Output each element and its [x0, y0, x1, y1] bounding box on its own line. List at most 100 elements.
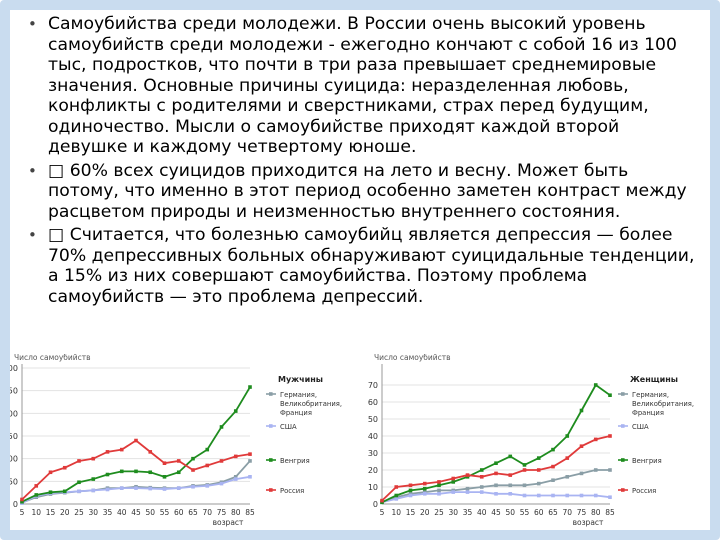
data-point-usa — [437, 492, 441, 496]
data-point-russia — [608, 434, 612, 438]
legend-marker-germany — [621, 392, 625, 396]
data-point-russia — [451, 476, 456, 481]
data-point-hungary — [536, 456, 541, 460]
bullet-dot: • — [28, 15, 37, 33]
data-point-usa — [394, 497, 399, 501]
legend-label: Великобритания, — [280, 400, 342, 408]
data-point-usa — [119, 486, 124, 490]
data-point-russia — [148, 450, 153, 454]
y-tick-label: 250 — [3, 387, 18, 396]
legend-label: Франция — [632, 409, 664, 417]
legend-label: Россия — [632, 487, 656, 495]
data-point-germany — [479, 485, 484, 489]
data-point-hungary — [77, 480, 81, 485]
data-point-russia — [522, 468, 527, 472]
data-point-germany — [437, 488, 441, 493]
data-point-hungary — [162, 475, 167, 479]
data-point-russia — [219, 459, 224, 463]
data-point-usa — [105, 487, 110, 492]
data-point-russia — [380, 498, 384, 503]
bullet-text: □ 60% всех суицидов приходится на лето и… — [48, 160, 687, 222]
x-tick-label: 50 — [505, 508, 515, 517]
data-point-hungary — [479, 468, 484, 472]
x-tick-label: 35 — [463, 508, 473, 517]
x-tick-label: 65 — [548, 508, 558, 517]
x-tick-label: 15 — [46, 508, 56, 517]
data-point-hungary — [205, 447, 210, 452]
data-point-russia — [48, 470, 53, 475]
data-point-russia — [105, 450, 110, 454]
data-point-germany — [248, 459, 252, 463]
legend-marker-hungary — [621, 458, 625, 462]
data-point-hungary — [233, 409, 238, 413]
data-point-usa — [579, 493, 584, 498]
y-tick-label: 0 — [373, 500, 378, 509]
data-point-usa — [148, 486, 153, 491]
series-line-russia — [381, 435, 611, 502]
data-point-germany — [593, 468, 598, 472]
legend-marker-germany — [269, 392, 273, 396]
data-point-usa — [91, 488, 96, 493]
legend-label: Германия, — [632, 391, 669, 399]
x-tick-label: 5 — [20, 508, 25, 517]
series-line-usa — [21, 475, 251, 504]
chart-men: Число самоубийств 0 50 100 150 200 250 300 5 10 15… — [0, 353, 356, 540]
y-tick-label: 30 — [368, 449, 378, 458]
legend-label: США — [632, 423, 649, 431]
x-tick-label: 10 — [31, 508, 41, 517]
data-point-usa — [205, 484, 210, 488]
data-point-hungary — [34, 493, 39, 497]
x-tick-label: 35 — [103, 508, 113, 517]
y-axis-label: Число самоубийств — [374, 354, 451, 362]
x-tick-label: 70 — [202, 508, 212, 517]
data-point-germany — [494, 483, 498, 488]
data-point-germany — [233, 475, 238, 479]
data-point-usa — [176, 486, 181, 490]
data-point-russia — [593, 437, 598, 442]
data-point-russia — [508, 473, 513, 477]
data-point-hungary — [91, 477, 96, 481]
x-tick-label: 65 — [188, 508, 198, 517]
x-tick-label: 80 — [591, 508, 601, 517]
chart-women-svg: Число самоубийств 0 10 20 30 40 50 60 70 5 10 15 20 2… — [368, 353, 694, 527]
x-tick-label: 60 — [534, 508, 544, 517]
data-point-hungary — [408, 488, 413, 493]
data-point-hungary — [105, 472, 110, 477]
legend-label: Великобритания, — [632, 400, 694, 408]
data-point-usa — [551, 493, 555, 498]
chart-women: Число самоубийств 0 10 20 30 40 50 60 70 5 10 15 20 2… — [360, 353, 720, 540]
x-tick-label: 75 — [217, 508, 227, 517]
data-point-usa — [608, 495, 612, 499]
x-tick-label: 15 — [406, 508, 416, 517]
data-point-russia — [408, 483, 413, 488]
x-tick-label: 10 — [391, 508, 401, 517]
x-tick-label: 30 — [88, 508, 98, 517]
data-point-usa — [219, 481, 224, 486]
data-point-hungary — [608, 393, 612, 397]
y-tick-label: 100 — [3, 455, 18, 464]
data-point-russia — [77, 459, 81, 463]
data-point-germany — [565, 475, 570, 479]
y-tick-label: 300 — [3, 364, 18, 373]
data-point-hungary — [551, 447, 555, 452]
bullet-dot: • — [28, 226, 37, 244]
panel-title: Женщины — [630, 375, 678, 384]
data-point-usa — [522, 493, 527, 498]
legend-label: Франция — [280, 409, 312, 417]
x-tick-label: 45 — [491, 508, 501, 517]
x-axis-label: возраст — [573, 518, 604, 527]
data-point-germany — [551, 478, 555, 482]
legend-marker-russia — [269, 488, 273, 492]
data-point-hungary — [219, 425, 224, 429]
x-tick-label: 85 — [605, 508, 615, 517]
data-point-russia — [551, 464, 555, 469]
data-point-russia — [34, 484, 39, 488]
y-tick-label: 40 — [368, 432, 378, 441]
data-point-hungary — [579, 408, 584, 413]
data-point-hungary — [148, 470, 153, 475]
data-point-russia — [565, 456, 570, 460]
data-point-usa — [422, 492, 427, 496]
bullet-list: • Самоубийства среди молодежи. В России о… — [28, 14, 698, 310]
y-tick-label: 200 — [3, 409, 18, 418]
data-point-germany — [508, 483, 513, 488]
